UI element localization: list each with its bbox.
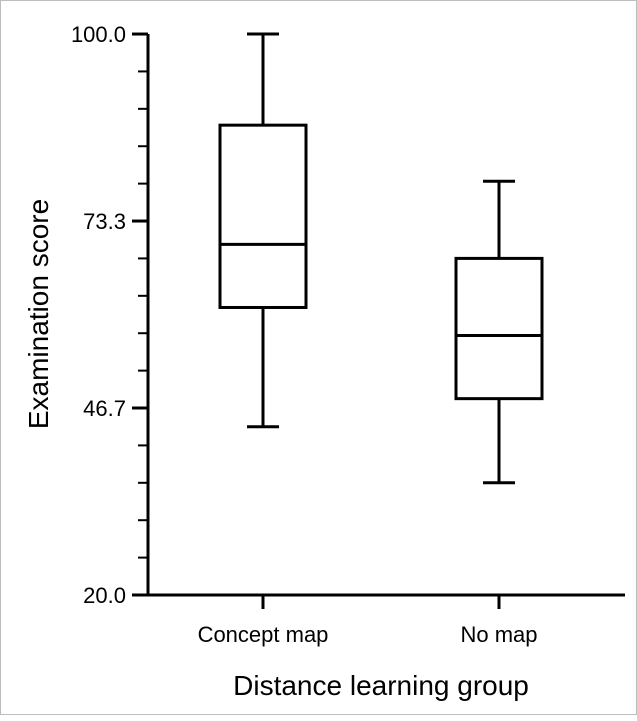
iqr-box <box>218 123 308 309</box>
axes-layer <box>146 34 625 597</box>
x-axis-label: Distance learning group <box>233 670 529 701</box>
y-tick-label: 73.3 <box>83 209 126 234</box>
y-tick-label: 20.0 <box>83 583 126 608</box>
y-axis-label: Examination score <box>23 199 54 429</box>
iqr-box <box>454 256 544 401</box>
boxes-layer <box>218 32 544 485</box>
x-ticks-layer: Concept map No map <box>198 595 538 647</box>
box-1 <box>218 32 308 429</box>
box-2 <box>454 179 544 485</box>
x-tick-label: Concept map <box>198 622 329 647</box>
y-ticks-layer: 20.0 46.7 73.3 100.0 <box>71 22 148 608</box>
y-tick-label: 46.7 <box>83 396 126 421</box>
x-tick-label: No map <box>460 622 537 647</box>
y-tick-label: 100.0 <box>71 22 126 47</box>
